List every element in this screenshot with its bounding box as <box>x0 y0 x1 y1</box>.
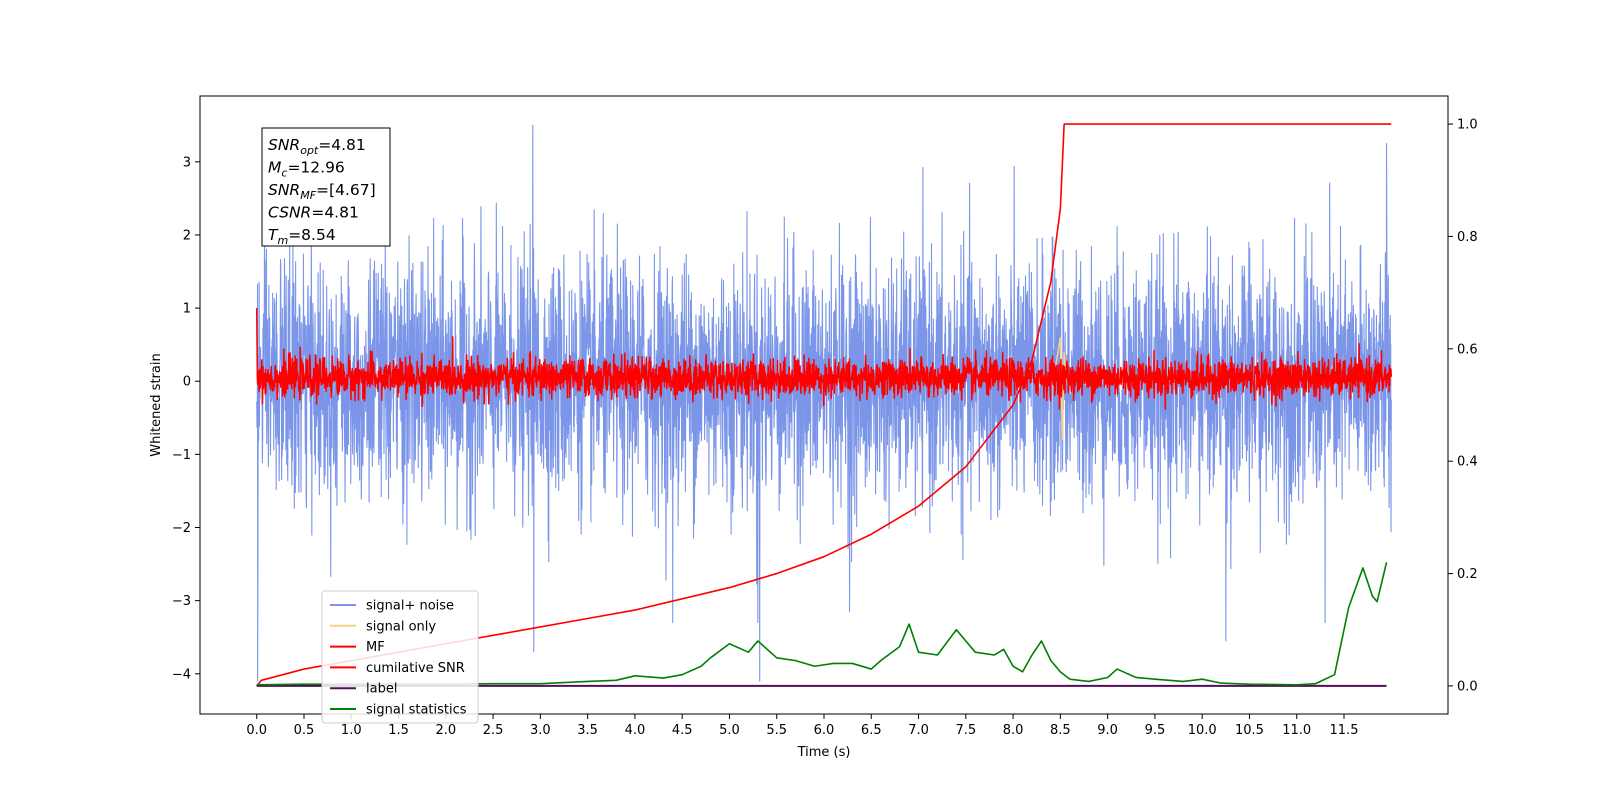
series-signal-plus-noise <box>256 124 1392 682</box>
y-tick-label: 3 <box>183 155 191 170</box>
y-axis-left-ticks: −4 −3 −2 −1 0 1 2 3 <box>172 155 200 682</box>
y-tick-label: 0 <box>183 375 191 390</box>
y2-tick-label: 0.2 <box>1457 567 1478 582</box>
legend-entry-label: signal statistics <box>366 703 467 718</box>
series-signal-statistics <box>256 562 1388 686</box>
x-tick-label: 7.5 <box>955 723 976 738</box>
legend-entry-label: signal only <box>366 619 436 634</box>
x-tick-label: 10.5 <box>1235 723 1264 738</box>
x-tick-label: 3.0 <box>530 723 551 738</box>
x-tick-label: 4.0 <box>625 723 646 738</box>
x-tick-label: 8.5 <box>1050 723 1071 738</box>
y-tick-label: 1 <box>183 302 191 317</box>
annotation-line: SNRopt=4.81 <box>268 136 366 157</box>
x-tick-label: 11.0 <box>1282 723 1311 738</box>
legend: signal+ noise signal only MF cumilative SNR… <box>321 590 479 724</box>
x-tick-label: 3.5 <box>577 723 598 738</box>
legend-entry-label: MF <box>366 640 385 655</box>
x-tick-label: 9.0 <box>1097 723 1118 738</box>
x-tick-label: 5.0 <box>719 723 740 738</box>
x-tick-label: 2.0 <box>435 723 456 738</box>
y2-tick-label: 0.0 <box>1457 679 1478 694</box>
annotation-line: Mc=12.96 <box>268 159 345 180</box>
x-tick-label: 5.5 <box>766 723 787 738</box>
x-tick-label: 6.5 <box>861 723 882 738</box>
y2-tick-label: 0.6 <box>1457 342 1478 357</box>
x-tick-label: 0.5 <box>294 723 315 738</box>
x-tick-label: 1.5 <box>388 723 409 738</box>
y-axis-right-ticks: 0.0 0.2 0.4 0.6 0.8 1.0 <box>1448 118 1478 694</box>
y2-tick-label: 0.4 <box>1457 455 1478 470</box>
y2-tick-label: 0.8 <box>1457 230 1478 245</box>
x-tick-label: 1.0 <box>341 723 362 738</box>
y-tick-label: −4 <box>172 667 191 682</box>
x-axis-ticks: 0.0 0.5 1.0 1.5 2.0 2.5 3.0 3.5 4.0 4.5 5.0 5.5 6.0 6… <box>246 714 1358 738</box>
x-tick-label: 0.0 <box>246 723 267 738</box>
legend-entry-label: signal+ noise <box>366 599 454 614</box>
x-tick-label: 2.5 <box>483 723 504 738</box>
annotation-line: CSNR=4.81 <box>268 204 359 222</box>
x-tick-label: 4.5 <box>672 723 693 738</box>
y2-tick-label: 1.0 <box>1457 118 1478 133</box>
y-tick-label: −1 <box>172 448 191 463</box>
x-tick-label: 9.5 <box>1145 723 1166 738</box>
x-tick-label: 8.0 <box>1003 723 1024 738</box>
y-axis-label: Whitened strain <box>149 353 164 456</box>
legend-entry-label: cumilative SNR <box>366 661 465 676</box>
x-axis-label: Time (s) <box>797 745 851 760</box>
y-tick-label: −3 <box>172 594 191 609</box>
series-mf <box>255 308 1393 410</box>
x-tick-label: 7.0 <box>908 723 929 738</box>
x-tick-label: 11.5 <box>1330 723 1359 738</box>
y-tick-label: −2 <box>172 521 191 536</box>
x-tick-label: 6.0 <box>814 723 835 738</box>
legend-entry-label: label <box>366 682 397 697</box>
annotation-line: SNRMF=[4.67] <box>268 181 376 202</box>
annotation-line: Tm=8.54 <box>268 226 336 247</box>
x-tick-label: 10.0 <box>1188 723 1217 738</box>
y-tick-label: 2 <box>183 228 191 243</box>
